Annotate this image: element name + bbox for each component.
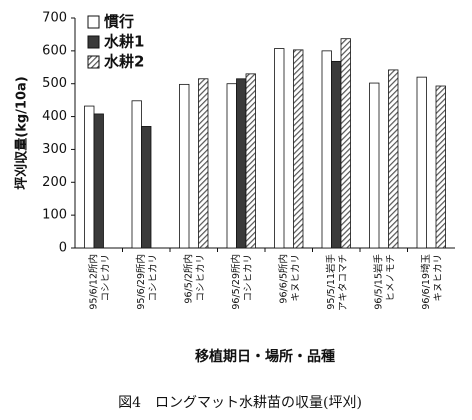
y-tick-label: 400	[42, 109, 67, 124]
bar	[179, 83, 190, 249]
bar	[198, 78, 209, 249]
legend-swatch	[87, 35, 100, 49]
x-tick-label: コシヒカリ	[195, 254, 206, 302]
bar	[369, 82, 380, 249]
bar	[435, 85, 446, 249]
bar	[331, 60, 342, 249]
bar	[274, 48, 285, 249]
caption: 図4 ロングマット水耕苗の収量(坪刈)	[118, 394, 362, 411]
x-tick-label: コシヒカリ	[148, 254, 159, 302]
legend-label: 慣行	[104, 13, 134, 31]
y-tick-label: 500	[42, 76, 67, 91]
bar	[141, 126, 152, 249]
x-tick-label: コシヒカリ	[243, 254, 254, 302]
y-tick-label: 0	[59, 241, 67, 256]
legend-swatch	[87, 15, 100, 29]
x-tick-label: 96/5/15岩手	[372, 254, 384, 310]
x-axis-label: 移植期日・場所・品種	[195, 348, 335, 365]
legend-label: 水耕2	[104, 53, 144, 71]
x-tick-label: 96/6/5所内	[277, 254, 289, 304]
bar	[388, 69, 399, 249]
bar	[93, 113, 104, 249]
x-tick-label: ヒメノモチ	[385, 254, 396, 302]
y-tick-label: 700	[42, 11, 67, 26]
bar	[321, 50, 332, 249]
y-axis-label: 坪刈収量(kg/10a)	[14, 76, 30, 189]
x-tick-label: 96/5/2所内	[182, 254, 194, 304]
y-tick-label: 100	[42, 208, 67, 223]
x-tick-label: コシヒカリ	[100, 254, 111, 302]
x-tick-label: 95/6/12所内	[87, 254, 99, 310]
bar	[245, 73, 256, 249]
bar	[226, 83, 237, 249]
x-tick-label: 95/5/11岩手	[325, 254, 337, 310]
bar	[416, 76, 427, 249]
legend-label: 水耕1	[104, 33, 144, 51]
y-tick-label: 600	[42, 43, 67, 58]
x-tick-label: 96/5/29所内	[230, 254, 242, 310]
bar	[293, 49, 304, 249]
bar	[236, 78, 247, 249]
x-tick-label: アキタコマチ	[338, 254, 349, 311]
x-tick-label: 96/6/19埼玉	[420, 254, 432, 310]
x-tick-label: キヌヒカリ	[433, 254, 444, 302]
y-tick-label: 200	[42, 175, 67, 190]
x-tick-label: 95/6/29所内	[135, 254, 147, 310]
bar	[131, 100, 142, 249]
legend-swatch	[87, 55, 100, 69]
y-tick-label: 300	[42, 142, 67, 157]
bar	[84, 105, 95, 249]
x-tick-label: キヌヒカリ	[290, 254, 301, 302]
bar	[340, 38, 351, 249]
